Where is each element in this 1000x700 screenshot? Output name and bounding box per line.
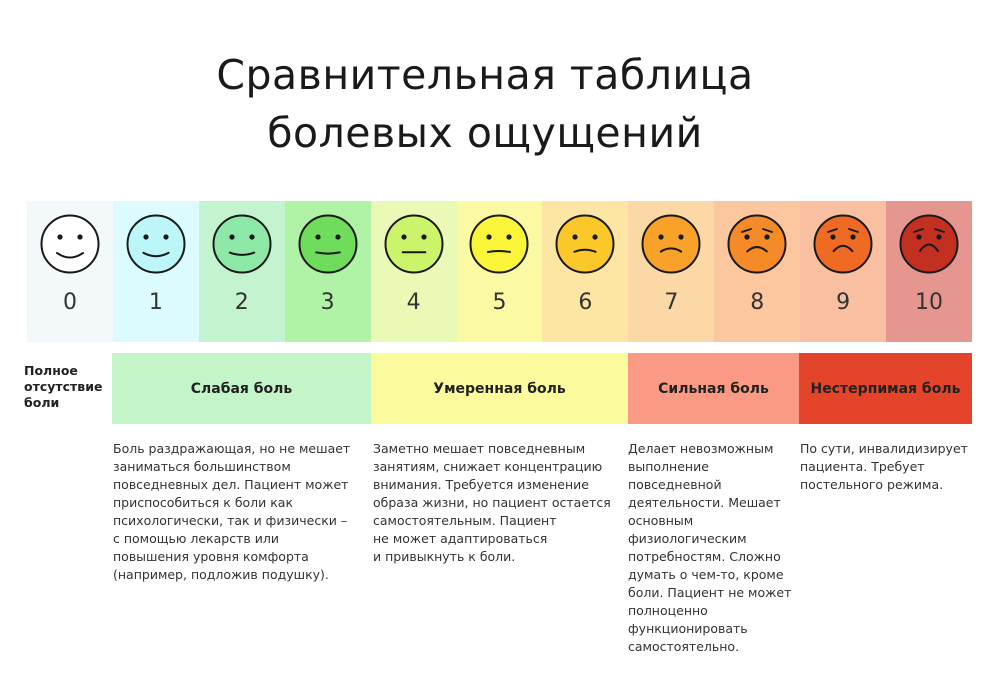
face-icon-0: [40, 214, 100, 274]
no-pain-label: Полное отсутствие боли: [24, 363, 103, 410]
scale-number-2: 2: [234, 290, 249, 315]
scale-level-6: 6: [542, 201, 629, 342]
face-icon-3: [298, 214, 358, 274]
scale-level-1: 1: [112, 201, 199, 342]
scale-number-3: 3: [320, 290, 335, 315]
pain-scale: 0 1 2 3 4 5 6 7 8 9 10: [27, 201, 972, 342]
scale-number-5: 5: [492, 290, 507, 315]
band-severe-pain: Сильная боль: [628, 353, 799, 424]
face-icon-9: [813, 214, 873, 274]
scale-number-8: 8: [750, 290, 765, 315]
scale-number-7: 7: [664, 290, 679, 315]
description-mild-pain: Боль раздражающая, но не мешает занимать…: [113, 441, 351, 582]
scale-number-4: 4: [406, 290, 421, 315]
scale-level-3: 3: [284, 201, 371, 342]
scale-level-0: 0: [27, 201, 113, 342]
scale-level-8: 8: [714, 201, 801, 342]
face-icon-4: [384, 214, 444, 274]
page-title: Сравнительная таблица болевых ощущений: [0, 46, 970, 162]
band-mild-pain-label: Слабая боль: [190, 380, 293, 397]
scale-level-4: 4: [370, 201, 457, 342]
band-moderate-pain: Умеренная боль: [371, 353, 628, 424]
title-line-2: болевых ощущений: [267, 109, 703, 157]
face-icon-5: [469, 214, 529, 274]
scale-number-9: 9: [836, 290, 851, 315]
description-severe-pain: Делает невозможным выполнение повседневн…: [628, 441, 792, 654]
scale-level-7: 7: [628, 201, 715, 342]
face-icon-10: [899, 214, 959, 274]
scale-level-10: 10: [886, 201, 972, 342]
scale-number-0: 0: [62, 290, 77, 315]
scale-number-6: 6: [578, 290, 593, 315]
band-severe-pain-label: Сильная боль: [658, 380, 769, 397]
face-icon-2: [212, 214, 272, 274]
scale-number-1: 1: [148, 290, 163, 315]
title-line-1: Сравнительная таблица: [216, 51, 754, 99]
band-unbearable-pain-label: Нестерпимая боль: [810, 380, 961, 397]
description-moderate-pain: Заметно мешает повседневным занятиям, сн…: [373, 441, 611, 564]
face-icon-1: [126, 214, 186, 274]
scale-level-9: 9: [800, 201, 887, 342]
face-icon-8: [727, 214, 787, 274]
scale-level-5: 5: [456, 201, 543, 342]
scale-number-10: 10: [915, 290, 944, 315]
band-unbearable-pain: Нестерпимая боль: [799, 353, 972, 424]
description-unbearable-pain: По сути, инвалидизирует пациента. Требуе…: [800, 441, 968, 492]
band-moderate-pain-label: Умеренная боль: [433, 380, 566, 397]
face-icon-6: [555, 214, 615, 274]
scale-level-2: 2: [198, 201, 285, 342]
face-icon-7: [641, 214, 701, 274]
band-mild-pain: Слабая боль: [112, 353, 371, 424]
